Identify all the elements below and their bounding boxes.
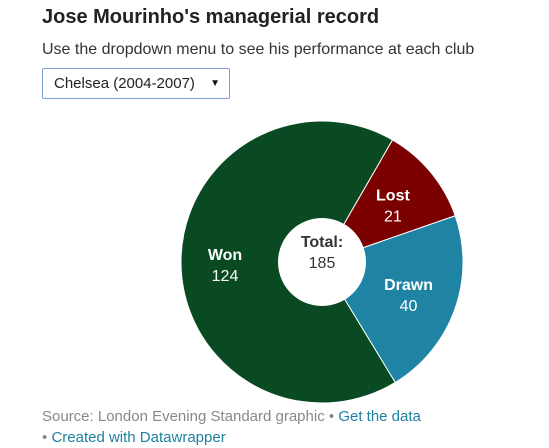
club-dropdown[interactable]: Chelsea (2004-2007) ▼: [42, 68, 230, 99]
slice-label-drawn: Drawn: [384, 277, 433, 294]
donut-hole: [278, 218, 366, 306]
get-data-link[interactable]: Get the data: [338, 408, 421, 425]
chart-subtitle: Use the dropdown menu to see his perform…: [42, 41, 475, 58]
slice-value-drawn: 40: [400, 298, 418, 315]
triangle-down-icon: ▼: [210, 78, 220, 89]
slice-value-lost: 21: [384, 208, 402, 225]
source-text: Source: London Evening Standard graphic: [42, 408, 325, 425]
chart-title: Jose Mourinho's managerial record: [42, 6, 380, 28]
pie-slice-lost: [320, 139, 456, 263]
datawrapper-link[interactable]: Created with Datawrapper: [51, 429, 226, 446]
slice-label-won: Won: [208, 247, 242, 264]
center-total-value: 185: [309, 255, 336, 272]
separator-dot: •: [328, 408, 335, 425]
separator-dot: •: [42, 429, 48, 446]
footer: Source: London Evening Standard graphic …: [42, 406, 522, 448]
center-total-label: Total:: [301, 234, 343, 251]
slice-label-lost: Lost: [376, 187, 410, 204]
slice-value-won: 124: [212, 268, 239, 285]
club-dropdown-value: Chelsea (2004-2007): [54, 75, 195, 92]
